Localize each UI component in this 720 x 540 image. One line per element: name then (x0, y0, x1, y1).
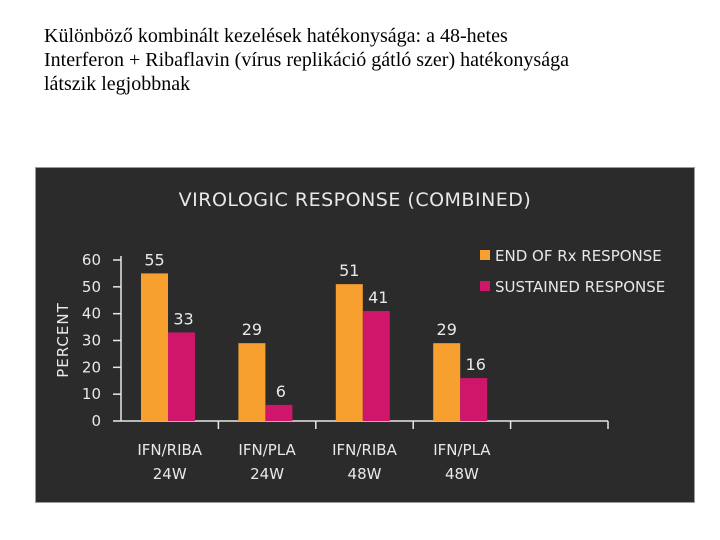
x-category-label-line2: 48W (445, 465, 479, 483)
caption-line-3: látszik legjobbnak (44, 73, 191, 95)
chart-panel: VIROLOGIC RESPONSE (COMBINED) PERCENT 0 1… (35, 167, 695, 503)
slide-caption: Különböző kombinált kezelések hatékonysá… (44, 24, 704, 96)
y-tick-label: 60 (82, 251, 101, 269)
chart-title: VIROLOGIC RESPONSE (COMBINED) (179, 189, 532, 211)
legend-entry: SUSTAINED RESPONSE (495, 278, 665, 296)
x-category-label-line1: IFN/PLA (238, 441, 296, 459)
data-label: 55 (144, 250, 164, 269)
bar-chart: VIROLOGIC RESPONSE (COMBINED) PERCENT 0 1… (54, 189, 665, 483)
x-category-label-line2: 24W (250, 465, 284, 483)
x-category-label-line1: IFN/RIBA (332, 441, 397, 459)
bar-end-of-rx (238, 343, 266, 421)
y-tick-label: 30 (82, 332, 101, 350)
data-label: 6 (276, 382, 286, 401)
y-tick-label: 20 (82, 358, 101, 376)
y-axis-label: PERCENT (54, 302, 72, 378)
bar-end-of-rx (433, 343, 461, 421)
bar-sustained (265, 404, 293, 421)
y-tick-label: 50 (82, 278, 101, 296)
data-label: 16 (466, 355, 486, 374)
y-tick-label: 40 (82, 305, 101, 323)
bar-end-of-rx (141, 273, 168, 421)
bar-sustained (168, 332, 195, 421)
y-tick-label: 0 (91, 412, 101, 430)
caption-line-1: Különböző kombinált kezelések hatékonysá… (44, 25, 508, 47)
bar-end-of-rx (335, 284, 363, 421)
x-category-label-line1: IFN/RIBA (137, 441, 202, 459)
data-label: 29 (437, 320, 457, 339)
x-category-label-line2: 24W (153, 465, 187, 483)
x-category-label-line2: 48W (348, 465, 382, 483)
caption-line-2: Interferon + Ribaflavin (vírus replikáci… (44, 49, 569, 71)
bar-sustained (460, 378, 488, 421)
data-label: 29 (242, 320, 262, 339)
data-label: 51 (339, 261, 359, 280)
x-category-label-line1: IFN/PLA (433, 441, 491, 459)
bar-sustained (362, 310, 390, 421)
legend-entry: END OF Rx RESPONSE (495, 247, 662, 265)
legend-swatch (480, 250, 490, 260)
legend-swatch (480, 281, 490, 291)
data-label: 41 (368, 288, 388, 307)
y-tick-label: 10 (82, 385, 101, 403)
data-label: 33 (173, 309, 193, 328)
